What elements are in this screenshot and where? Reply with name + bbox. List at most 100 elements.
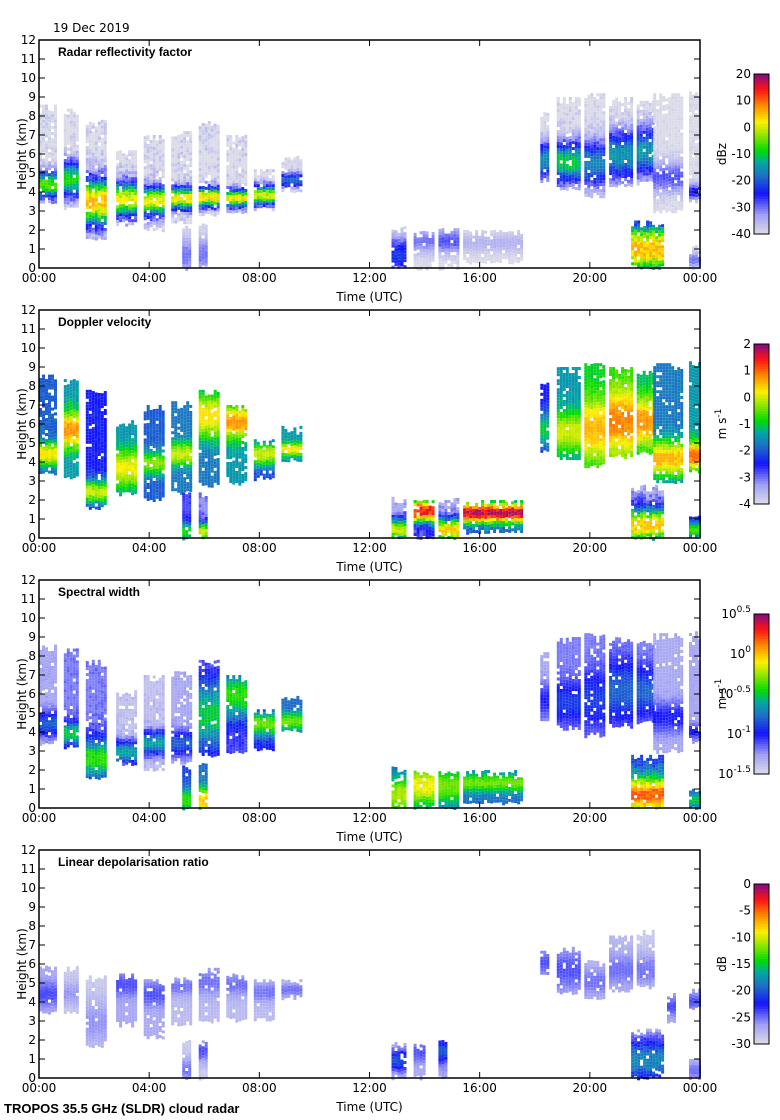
echo-cell — [271, 202, 275, 206]
echo-cell — [645, 109, 649, 113]
echo-cell — [648, 178, 652, 181]
echo-cell — [63, 412, 67, 416]
echo-cell — [210, 143, 214, 147]
echo-cell — [692, 127, 695, 131]
echo-cell — [656, 202, 660, 206]
echo-cell — [618, 152, 622, 156]
echo-cell — [100, 498, 104, 502]
echo-cell — [431, 247, 435, 250]
echo-cell — [161, 166, 165, 170]
echo-cell — [615, 169, 619, 173]
echo-cell — [484, 230, 488, 234]
echo-cell — [609, 118, 613, 122]
echo-cell — [636, 176, 640, 180]
echo-cell — [689, 199, 692, 203]
echo-cell — [609, 151, 613, 155]
echo-cell — [54, 185, 57, 189]
echo-cell — [125, 438, 129, 442]
echo-cell — [88, 476, 92, 480]
echo-cell — [91, 406, 95, 410]
echo-cell — [674, 114, 678, 118]
echo-cell — [204, 236, 208, 240]
echo-cell — [656, 166, 660, 170]
echo-cell — [152, 433, 156, 436]
echo-cell — [692, 130, 695, 134]
echo-cell — [210, 200, 214, 204]
echo-cell — [505, 256, 509, 260]
echo-cell — [204, 150, 208, 154]
echo-cell — [100, 456, 104, 460]
echo-cell — [91, 209, 95, 213]
echo-cell — [562, 184, 566, 187]
echo-cell — [296, 155, 300, 159]
echo-cell — [161, 151, 165, 155]
echo-cell — [186, 146, 190, 150]
echo-cell — [174, 181, 178, 185]
echo-cell — [94, 425, 98, 429]
echo-cell — [161, 208, 165, 212]
echo-cell — [229, 147, 233, 151]
echo-cell — [235, 159, 239, 162]
echo-cell — [75, 159, 79, 163]
echo-cell — [680, 111, 684, 115]
echo-cell — [103, 427, 107, 430]
echo-cell — [624, 97, 628, 100]
echo-cell — [416, 267, 420, 271]
echo-cell — [39, 444, 42, 447]
echo-cell — [171, 470, 175, 474]
echo-cell — [97, 414, 101, 417]
echo-cell — [146, 462, 150, 465]
echo-cell — [444, 260, 448, 264]
echo-cell — [183, 444, 187, 448]
colorbar-swatch — [754, 156, 769, 160]
echo-cell — [241, 160, 245, 164]
echo-cell — [241, 139, 245, 143]
echo-cell — [131, 198, 135, 202]
echo-cell — [493, 245, 497, 248]
echo-cell — [122, 213, 126, 217]
echo-cell — [284, 163, 288, 167]
echo-cell — [45, 191, 48, 195]
echo-cell — [520, 245, 524, 249]
echo-cell — [422, 254, 426, 258]
echo-cell — [54, 406, 57, 410]
echo-cell — [612, 174, 616, 178]
echo-cell — [639, 130, 643, 134]
echo-cell — [253, 172, 257, 176]
echo-cell — [39, 119, 42, 123]
colorbar-swatch — [754, 99, 769, 102]
echo-cell — [42, 104, 45, 108]
echo-cell — [189, 209, 193, 213]
echo-cell — [680, 126, 684, 130]
echo-cell — [39, 137, 42, 141]
echo-cell — [91, 194, 95, 198]
echo-cell — [42, 149, 45, 153]
echo-cell — [662, 144, 666, 147]
echo-cell — [499, 248, 503, 251]
echo-cell — [680, 189, 684, 193]
colorbar-swatch — [754, 76, 769, 80]
echo-cell — [630, 97, 634, 100]
echo-cell — [259, 202, 263, 206]
echo-cell — [232, 177, 236, 181]
echo-cell — [143, 483, 147, 487]
echo-cell — [571, 168, 575, 172]
echo-cell — [155, 161, 159, 165]
echo-cell — [484, 248, 488, 252]
echo-cell — [565, 175, 569, 179]
echo-cell — [216, 160, 220, 164]
echo-cell — [97, 402, 101, 405]
echo-cell — [645, 178, 649, 182]
echo-cell — [568, 151, 572, 154]
echo-cell — [232, 210, 236, 214]
echo-cell — [66, 468, 70, 472]
echo-cell — [48, 410, 51, 414]
echo-cell — [122, 153, 126, 157]
echo-cell — [155, 456, 159, 460]
echo-cell — [661, 227, 665, 231]
echo-cell — [42, 428, 45, 432]
echo-cell — [568, 154, 572, 157]
echo-cell — [158, 159, 162, 162]
echo-cell — [54, 140, 57, 144]
echo-cell — [131, 207, 135, 211]
